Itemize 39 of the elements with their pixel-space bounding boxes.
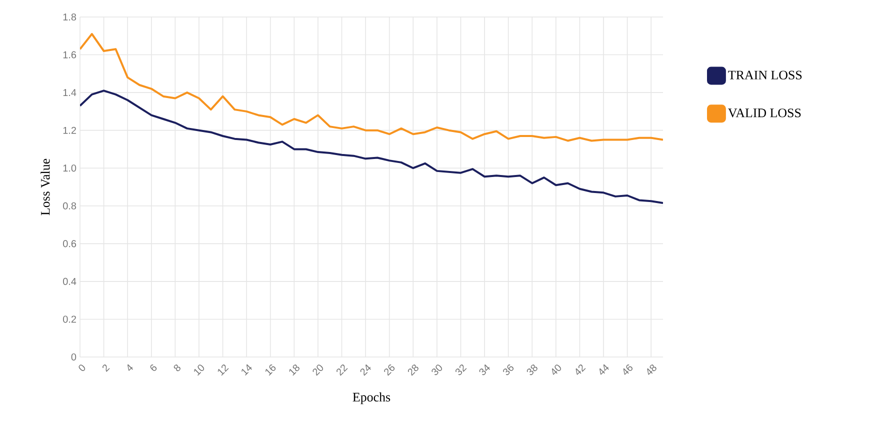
x-tick-label: 24 [360, 364, 371, 376]
x-tick-label: 4 [127, 364, 133, 371]
x-tick-label: 34 [479, 364, 490, 376]
y-tick-label: 0 [71, 353, 76, 361]
x-tick-label: 12 [218, 364, 229, 376]
x-tick-label: 32 [455, 364, 467, 376]
legend-label: VALID LOSS [728, 108, 801, 118]
y-tick-label: 1.0 [63, 164, 76, 172]
x-tick-label: 26 [384, 364, 395, 376]
y-tick-label: 0.6 [63, 240, 76, 248]
x-tick-label: 22 [336, 364, 348, 376]
y-axis-title: Loss Value [40, 158, 50, 216]
x-tick-label: 2 [102, 364, 110, 372]
x-tick-label: 38 [526, 364, 538, 376]
x-tick-label: 48 [647, 364, 656, 375]
x-tick-label: 16 [265, 364, 276, 376]
legend-label: TRAIN LOSS [728, 70, 802, 80]
x-tick-label: 14 [242, 364, 252, 376]
y-tick-label: 1.4 [63, 89, 76, 96]
x-tick-label: 36 [503, 364, 514, 376]
x-axis-title: Epochs [352, 392, 390, 404]
x-tick-label: 40 [552, 364, 561, 375]
y-tick-label: 1.2 [63, 126, 76, 134]
y-tick-label: 0.8 [63, 202, 76, 210]
x-tick-label: 18 [289, 364, 300, 376]
y-tick-label: 0.2 [63, 316, 76, 323]
y-tick-label: 0.4 [63, 278, 76, 285]
x-tick-label: 6 [150, 364, 157, 371]
x-tick-label: 46 [623, 364, 633, 375]
y-tick-label: 1.8 [63, 13, 76, 21]
x-tick-label: 30 [432, 364, 442, 376]
x-tick-label: 8 [174, 364, 180, 372]
x-tick-label: 28 [408, 364, 418, 376]
x-tick-label: 20 [312, 364, 324, 376]
x-tick-label: 10 [194, 364, 204, 376]
x-tick-label: 44 [599, 364, 609, 375]
x-tick-label: 0 [78, 364, 86, 372]
y-tick-label: 1.6 [63, 51, 76, 58]
x-tick-label: 42 [576, 364, 586, 375]
